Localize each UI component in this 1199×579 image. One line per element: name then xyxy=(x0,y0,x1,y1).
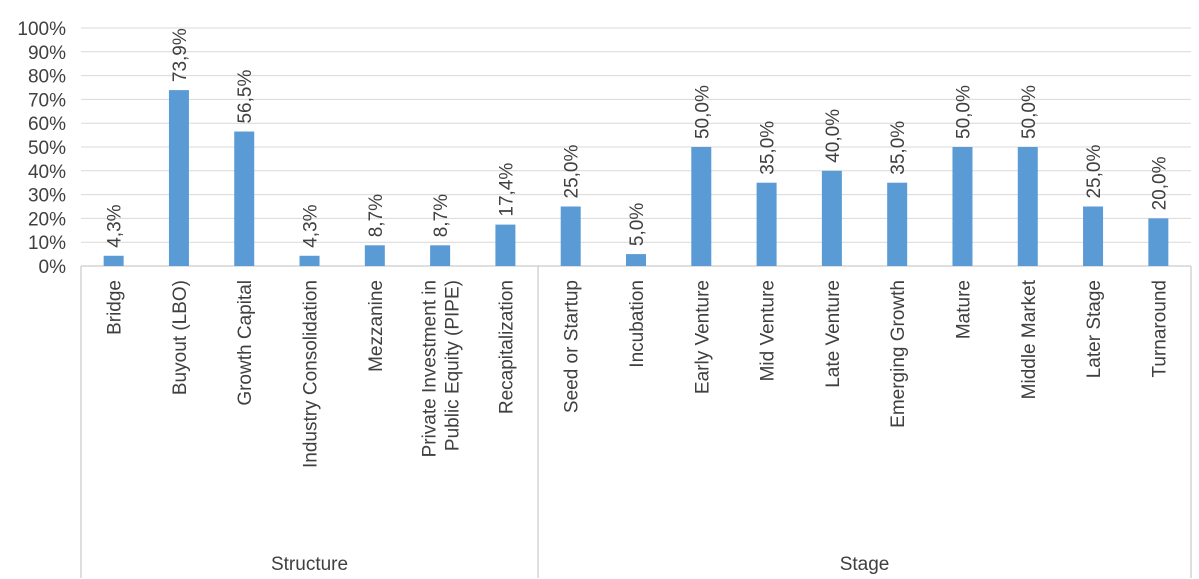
bar xyxy=(952,147,973,266)
y-tick-label: 90% xyxy=(28,43,66,64)
bar xyxy=(887,182,908,266)
x-tick-label: Industry Consolidation xyxy=(301,280,322,468)
y-tick-label: 10% xyxy=(28,233,66,254)
y-tick-label: 70% xyxy=(28,90,66,111)
x-tick-label: Mezzanine xyxy=(366,280,387,372)
x-tick-label: Middle Market xyxy=(1019,279,1040,399)
bar xyxy=(168,90,189,266)
data-label: 50,0% xyxy=(953,85,974,139)
data-label: 50,0% xyxy=(692,85,713,139)
bar xyxy=(495,224,516,266)
data-label: 40,0% xyxy=(823,109,844,163)
bar xyxy=(234,131,255,266)
data-label: 8,7% xyxy=(431,194,452,237)
y-tick-label: 40% xyxy=(28,162,66,183)
x-tick-label: Seed or Startup xyxy=(562,280,583,413)
x-tick-label: Mid Venture xyxy=(758,280,779,381)
bar xyxy=(299,255,320,266)
data-label: 50,0% xyxy=(1019,85,1040,139)
y-tick-label: 60% xyxy=(28,114,66,135)
group-label: Stage xyxy=(840,554,890,575)
x-tick-label: Bridge xyxy=(105,280,126,335)
data-label: 35,0% xyxy=(888,121,909,175)
data-label: 25,0% xyxy=(1084,145,1105,199)
bar xyxy=(103,255,124,266)
x-tick-label: Private Investment in xyxy=(420,280,441,457)
bar xyxy=(364,245,385,266)
bar xyxy=(430,245,451,266)
bar xyxy=(626,254,646,266)
y-tick-label: 100% xyxy=(17,19,66,40)
y-tick-label: 30% xyxy=(28,186,66,207)
data-label: 56,5% xyxy=(235,70,256,124)
data-label: 4,3% xyxy=(301,204,322,247)
data-label: 25,0% xyxy=(562,145,583,199)
y-tick-label: 50% xyxy=(28,138,66,159)
bar xyxy=(1083,206,1104,266)
bar xyxy=(560,206,581,266)
bar xyxy=(1017,147,1038,266)
bar xyxy=(691,147,712,266)
data-label: 4,3% xyxy=(105,204,126,247)
y-tick-label: 0% xyxy=(39,257,67,278)
data-label: 20,0% xyxy=(1149,156,1170,210)
x-tick-label: Incubation xyxy=(627,280,648,368)
y-tick-label: 80% xyxy=(28,67,66,88)
x-tick-label: Early Venture xyxy=(692,280,713,394)
x-tick-label: Buyout (LBO) xyxy=(170,280,191,395)
y-tick-label: 20% xyxy=(28,209,66,230)
data-label: 35,0% xyxy=(758,121,779,175)
x-tick-label: Turnaround xyxy=(1149,280,1170,378)
bar xyxy=(756,182,777,266)
x-tick-label: Later Stage xyxy=(1084,280,1105,378)
data-label: 73,9% xyxy=(170,28,191,82)
data-label: 17,4% xyxy=(496,163,517,217)
data-label: 5,0% xyxy=(627,203,648,246)
x-tick-label: Emerging Growth xyxy=(888,280,909,428)
x-tick-label: Mature xyxy=(953,280,974,339)
bar xyxy=(821,170,842,266)
x-tick-label: Public Equity (PIPE) xyxy=(443,280,464,451)
x-tick-label: Growth Capital xyxy=(235,280,256,406)
group-label: Structure xyxy=(271,554,348,575)
x-tick-label: Recapitalization xyxy=(496,280,517,414)
data-label: 8,7% xyxy=(366,194,387,237)
x-tick-label: Late Venture xyxy=(823,280,844,388)
bar xyxy=(1148,218,1169,266)
